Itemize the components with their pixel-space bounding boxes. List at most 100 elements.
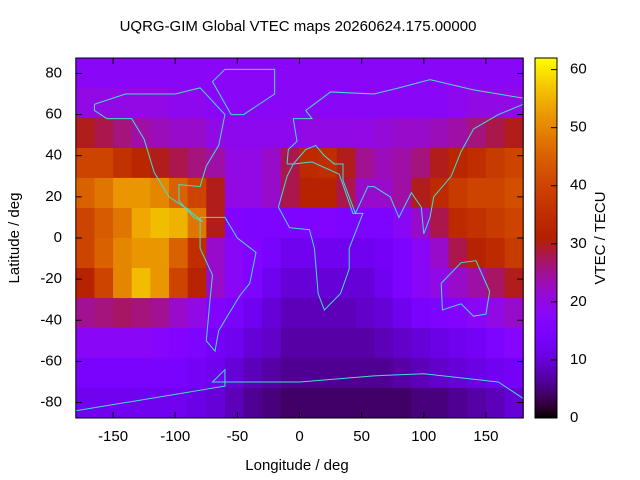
heatmap-cell [262,357,282,389]
heatmap-cell [94,298,114,329]
heatmap-cell [224,88,245,119]
heatmap-cell [467,207,487,239]
heatmap-cell [94,148,114,179]
colorbar-tick-label: 10 [570,351,587,368]
heatmap-cell [336,298,356,329]
colorbar-tick-label: 50 [570,119,587,136]
heatmap-cell [299,58,319,89]
heatmap-cell [448,357,468,389]
heatmap-cell [75,207,95,239]
y-tick-label: -20 [40,270,62,287]
heatmap-cell [485,118,506,149]
heatmap-cell [411,357,431,389]
heatmap-cell [262,238,282,269]
heatmap-cell [243,177,263,209]
heatmap-cell [429,88,450,119]
colorbar-tick-label: 20 [570,293,587,310]
heatmap-cell [485,238,506,269]
y-tick-label: -40 [40,311,62,328]
heatmap-cell [280,88,300,119]
heatmap-cell [187,328,207,359]
heatmap-cell [187,298,207,329]
heatmap-cell [75,387,95,419]
heatmap-cell [131,88,151,119]
heatmap-cell [411,387,431,419]
heatmap-cell [113,328,133,359]
heatmap-cell [150,298,170,329]
heatmap-cell [485,88,506,119]
heatmap-cell [75,88,95,119]
heatmap-cell [374,268,394,299]
heatmap-cell [206,238,226,269]
heatmap-cell [336,238,356,269]
heatmap-cell [243,387,263,419]
heatmap-cell [150,387,170,419]
heatmap-cell [411,328,431,359]
heatmap-cell [169,88,189,119]
heatmap-cell [448,207,468,239]
x-axis-label: Longitude / deg [245,457,348,474]
heatmap-cell [318,118,338,149]
heatmap-cell [504,298,524,329]
heatmap-cell [485,148,506,179]
heatmap-cell [467,298,487,329]
heatmap-cell [94,118,114,149]
heatmap-cell [113,177,133,209]
heatmap-cell [392,357,412,389]
y-tick-label: 60 [45,106,62,123]
heatmap-cell [187,357,207,389]
heatmap-cell [355,328,375,359]
heatmap-cell [206,58,226,89]
heatmap-cell [429,148,450,179]
heatmap-cell [392,207,412,239]
coastline [199,216,257,353]
heatmap-cell [355,357,375,389]
heatmap-cell [75,177,95,209]
heatmap-cell [280,118,300,149]
heatmap-cell [113,357,133,389]
heatmap-cell [374,387,394,419]
heatmap-cell [150,268,170,299]
heatmap-cell [448,58,468,89]
heatmap-cell [504,238,524,269]
heatmap-cell [374,58,394,89]
heatmap-cell [169,298,189,329]
x-tick-label: 50 [353,428,370,445]
heatmap-cell [504,328,524,359]
heatmap-cell [429,387,450,419]
heatmap-cell [392,298,412,329]
heatmap-cell [448,118,468,149]
heatmap-cell [187,238,207,269]
heatmap-cell [355,58,375,89]
heatmap-cell [243,328,263,359]
heatmap-cell [280,387,300,419]
heatmap-cell [336,88,356,119]
heatmap-cell [374,328,394,359]
y-axis-label: Latitude / deg [6,193,23,284]
heatmap-cell [411,207,431,239]
heatmap-cell [94,177,114,209]
x-tick-label: -50 [227,428,249,445]
heatmap-cell [262,148,282,179]
heatmap-cell [485,357,506,389]
heatmap-cell [131,238,151,269]
heatmap-cell [113,148,133,179]
coastline [286,79,524,235]
heatmap-cell [206,88,226,119]
coastline [75,368,524,412]
heatmap-cell [411,118,431,149]
heatmap-cell [504,88,524,119]
heatmap-cell [150,58,170,89]
heatmap-cell [131,328,151,359]
heatmap-cell [448,387,468,419]
heatmap-cell [206,118,226,149]
heatmap-cell [113,118,133,149]
heatmap-cell [318,357,338,389]
heatmap-cell [169,268,189,299]
heatmap-cell [411,298,431,329]
heatmap-cell [485,177,506,209]
heatmap-cell [262,328,282,359]
heatmap-cell [131,177,151,209]
heatmap-cell [94,268,114,299]
